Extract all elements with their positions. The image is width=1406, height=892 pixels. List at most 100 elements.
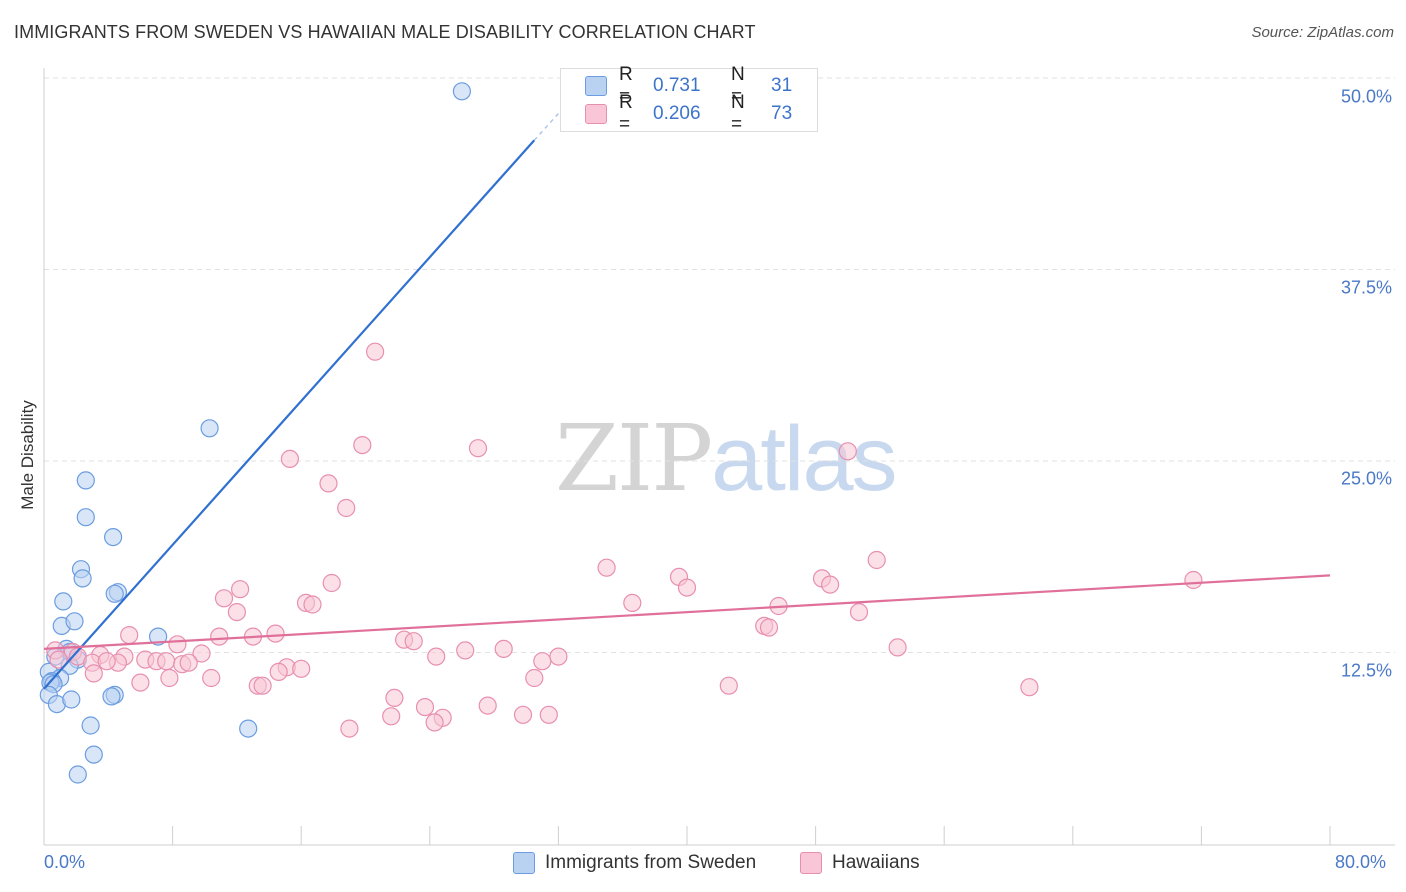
legend-swatch-sweden bbox=[585, 76, 607, 96]
legend-r-value: 0.731 bbox=[653, 75, 701, 96]
sweden-point bbox=[105, 584, 124, 603]
legend-n-value: 73 bbox=[771, 103, 793, 124]
hawaiians-point bbox=[427, 647, 446, 666]
hawaiians-point bbox=[269, 662, 288, 682]
hawaiians-point bbox=[677, 578, 697, 597]
hawaiians-point bbox=[468, 439, 488, 458]
hawaiians-point bbox=[719, 676, 738, 695]
chart-title: IMMIGRANTS FROM SWEDEN VS HAWAIIAN MALE … bbox=[14, 22, 756, 42]
hawaiians-point bbox=[404, 632, 423, 651]
sweden-point bbox=[54, 592, 73, 611]
legend-r-label: R = bbox=[619, 92, 633, 135]
hawaiians-point bbox=[425, 713, 444, 732]
sweden-point bbox=[65, 612, 84, 631]
hawaiians-point bbox=[303, 595, 322, 614]
hawaiians-point bbox=[168, 635, 187, 654]
legend-swatch-hawaiians bbox=[800, 852, 822, 874]
y-tick-label-37-5: 37.5% bbox=[1340, 277, 1392, 298]
y-tick-label-12-5: 12.5% bbox=[1340, 660, 1392, 681]
sweden-point bbox=[102, 687, 121, 706]
y-tick-label-25: 25.0% bbox=[1340, 468, 1392, 489]
hawaiians-point bbox=[759, 618, 779, 637]
hawaiians-point bbox=[157, 652, 176, 671]
sweden-point bbox=[76, 471, 95, 490]
hawaiians-point bbox=[322, 573, 341, 593]
hawaiians-point bbox=[202, 668, 221, 688]
sweden-point bbox=[200, 419, 219, 438]
hawaiians-point bbox=[494, 639, 513, 659]
legend-label-hawaiians: Hawaiians bbox=[832, 852, 920, 873]
sweden-point bbox=[68, 765, 87, 784]
y-tick-label-50: 50.0% bbox=[1340, 86, 1392, 107]
legend-r-label: R = bbox=[619, 64, 633, 107]
hawaiians-point bbox=[280, 449, 299, 468]
sweden-trend-line bbox=[43, 139, 536, 690]
hawaiians-point bbox=[533, 652, 552, 671]
grid bbox=[44, 77, 1395, 653]
hawaiians-point bbox=[849, 602, 869, 622]
hawaiians-point bbox=[838, 442, 857, 461]
hawaiians-point bbox=[49, 650, 68, 669]
hawaiians-point bbox=[623, 593, 642, 613]
hawaiians-point bbox=[231, 580, 250, 599]
hawaiians-point bbox=[319, 474, 338, 493]
hawaiians-point bbox=[549, 647, 568, 666]
hawaiians-point bbox=[597, 558, 616, 577]
hawaiians-point bbox=[253, 676, 272, 695]
trend-lines bbox=[43, 86, 1331, 690]
watermark-atlas: atlas bbox=[711, 408, 897, 510]
sweden-point bbox=[84, 745, 103, 764]
data-points bbox=[39, 82, 1203, 784]
hawaiians-point bbox=[340, 719, 359, 738]
hawaiians-point bbox=[1184, 570, 1203, 590]
stats-legend: R = 0.731 N = 31 R = 0.206 N = 73 bbox=[560, 64, 818, 135]
hawaiians-point bbox=[867, 550, 886, 570]
sweden-point bbox=[239, 719, 258, 738]
x-tick-label-max: 80.0% bbox=[1335, 852, 1387, 872]
hawaiians-point bbox=[120, 625, 139, 645]
legend-n-label: N = bbox=[731, 92, 745, 135]
hawaiians-point bbox=[382, 707, 401, 726]
hawaiians-trend-line bbox=[43, 574, 1331, 651]
hawaiians-point bbox=[888, 638, 907, 657]
source-label: Source: ZipAtlas.com bbox=[1251, 24, 1394, 41]
sweden-point bbox=[62, 690, 81, 709]
legend-n-value: 31 bbox=[771, 75, 793, 96]
hawaiians-point bbox=[179, 653, 198, 672]
x-tick-label-min: 0.0% bbox=[44, 852, 86, 872]
watermark: ZIPatlas bbox=[555, 405, 898, 512]
hawaiians-point bbox=[131, 673, 150, 692]
sweden-point bbox=[81, 716, 100, 735]
legend-swatch-sweden bbox=[513, 852, 535, 874]
legend-n-label: N = bbox=[731, 64, 745, 107]
hawaiians-point bbox=[214, 589, 234, 608]
hawaiians-point bbox=[227, 602, 246, 622]
hawaiians-point bbox=[266, 624, 285, 643]
hawaiians-point bbox=[192, 644, 211, 663]
hawaiians-point bbox=[820, 575, 840, 594]
legend-item-sweden[interactable]: Immigrants from Sweden bbox=[513, 852, 756, 874]
watermark-zip: ZIP bbox=[555, 405, 713, 512]
hawaiians-point bbox=[97, 652, 116, 671]
legend-label-sweden: Immigrants from Sweden bbox=[545, 852, 757, 873]
legend-item-hawaiians[interactable]: Hawaiians bbox=[800, 852, 920, 874]
hawaiians-point bbox=[210, 627, 229, 646]
legend-r-value: 0.206 bbox=[653, 103, 701, 124]
sweden-point bbox=[103, 527, 123, 547]
hawaiians-point bbox=[415, 697, 435, 717]
sweden-point bbox=[73, 569, 92, 588]
hawaiians-point bbox=[478, 696, 497, 715]
hawaiians-point bbox=[292, 659, 311, 678]
hawaiians-point bbox=[525, 668, 544, 688]
hawaiians-point bbox=[353, 436, 372, 455]
sweden-point bbox=[452, 82, 471, 101]
legend-swatch-hawaiians bbox=[585, 104, 607, 124]
hawaiians-point bbox=[1020, 678, 1039, 697]
hawaiians-point bbox=[456, 641, 475, 660]
hawaiians-point bbox=[84, 664, 103, 683]
hawaiians-point bbox=[539, 705, 558, 724]
sweden-point bbox=[149, 627, 168, 646]
hawaiians-point bbox=[366, 342, 385, 361]
hawaiians-point bbox=[385, 688, 404, 708]
